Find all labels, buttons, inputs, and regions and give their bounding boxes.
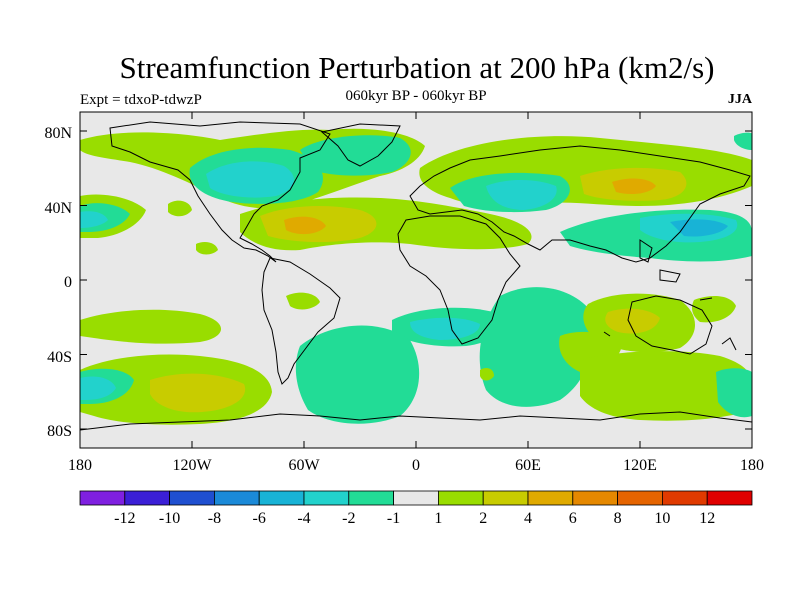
longitude-labels: 180 120W 60W 0 60E 120E 180: [68, 457, 764, 474]
contour-region: [80, 309, 222, 344]
lat-tick-label: 40S: [47, 349, 72, 366]
colorbar-label: 4: [524, 510, 532, 527]
lat-tick-label: 40N: [44, 200, 72, 217]
contour-region: [150, 373, 246, 413]
colorbar-swatch: [348, 490, 394, 506]
colorbar-label: 2: [479, 510, 487, 527]
contour-region: [480, 368, 494, 381]
contour-region: [410, 317, 480, 340]
colorbar-swatch: [213, 490, 260, 506]
plot-title: Streamfunction Perturbation at 200 hPa (…: [119, 50, 715, 85]
colorbar-label: -10: [159, 510, 180, 527]
lon-tick-label: 120W: [172, 457, 212, 474]
colorbar-swatch: [393, 490, 439, 506]
colorbar-label: 12: [699, 510, 715, 527]
lon-tick-label: 0: [412, 457, 420, 474]
colorbar-swatch: [169, 490, 215, 506]
colorbar-swatch: [79, 490, 126, 506]
contour-region: [295, 325, 420, 424]
coastline-africa: [397, 215, 521, 345]
contour-field: [80, 112, 752, 448]
coastline-islands: [603, 239, 737, 351]
colorbar-labels: -12 -10 -8 -6 -4 -2 -1 1 2 4 6 8 10 12: [114, 510, 715, 527]
coastline-eurasia: [409, 145, 751, 263]
lon-tick-label: 120E: [623, 457, 657, 474]
colorbar-swatch: [124, 490, 171, 506]
contour-region: [196, 242, 218, 255]
contour-region: [284, 216, 326, 235]
colorbar-label: -1: [387, 510, 400, 527]
colorbar-swatch: [662, 490, 708, 506]
lat-tick-label: 80N: [44, 125, 72, 142]
axis-ticks: [79, 112, 753, 448]
colorbar-swatch: [706, 490, 753, 506]
contour-region: [479, 287, 594, 407]
coastline-north-america: [109, 121, 331, 263]
lon-tick-label: 180: [740, 457, 764, 474]
experiment-label: Expt = tdxoP-tdwzP: [80, 92, 202, 108]
coastline-greenland: [320, 123, 401, 167]
lon-tick-label: 60E: [515, 457, 541, 474]
contour-region: [734, 132, 752, 150]
colorbar-label: 6: [569, 510, 577, 527]
contour-region: [580, 351, 752, 421]
coastlines: [80, 121, 752, 431]
coastline-south-america: [261, 257, 341, 385]
latitude-labels: 80N 40N 0 40S 80S: [44, 125, 72, 440]
period-label: 060kyr BP - 060kyr BP: [345, 88, 487, 104]
colorbar-label: -12: [114, 510, 135, 527]
lon-tick-label: 180: [68, 457, 92, 474]
contour-region: [692, 296, 736, 323]
coastline-antarctica: [80, 411, 752, 431]
contour-region: [605, 308, 660, 334]
lat-tick-label: 80S: [47, 423, 72, 440]
colorbar-label: -2: [342, 510, 355, 527]
colorbar-label: -6: [253, 510, 266, 527]
contour-region: [206, 161, 294, 198]
coastline-australia: [627, 295, 713, 355]
contour-region: [80, 211, 108, 228]
colorbar-label: -4: [297, 510, 310, 527]
colorbar-swatch: [572, 490, 618, 506]
colorbar-label: 10: [654, 510, 670, 527]
colorbar-swatch: [617, 490, 663, 506]
colorbar-label: -8: [208, 510, 221, 527]
colorbar-swatch: [482, 490, 529, 506]
contour-region: [286, 292, 320, 310]
colorbar: [79, 490, 753, 506]
colorbar-swatch: [303, 490, 350, 506]
lon-tick-label: 60W: [288, 457, 320, 474]
lat-tick-label: 0: [64, 274, 72, 291]
contour-region: [300, 135, 411, 176]
colorbar-label: 1: [434, 510, 442, 527]
colorbar-label: 8: [614, 510, 622, 527]
contour-region: [612, 178, 656, 194]
contour-region: [168, 200, 192, 217]
contour-region: [80, 376, 116, 400]
colorbar-swatch: [527, 490, 574, 506]
contour-region: [716, 368, 752, 418]
contour-region: [486, 180, 557, 210]
season-label: JJA: [727, 92, 752, 107]
contour-region: [670, 219, 728, 237]
colorbar-swatch: [437, 490, 484, 506]
colorbar-swatch: [258, 490, 305, 506]
